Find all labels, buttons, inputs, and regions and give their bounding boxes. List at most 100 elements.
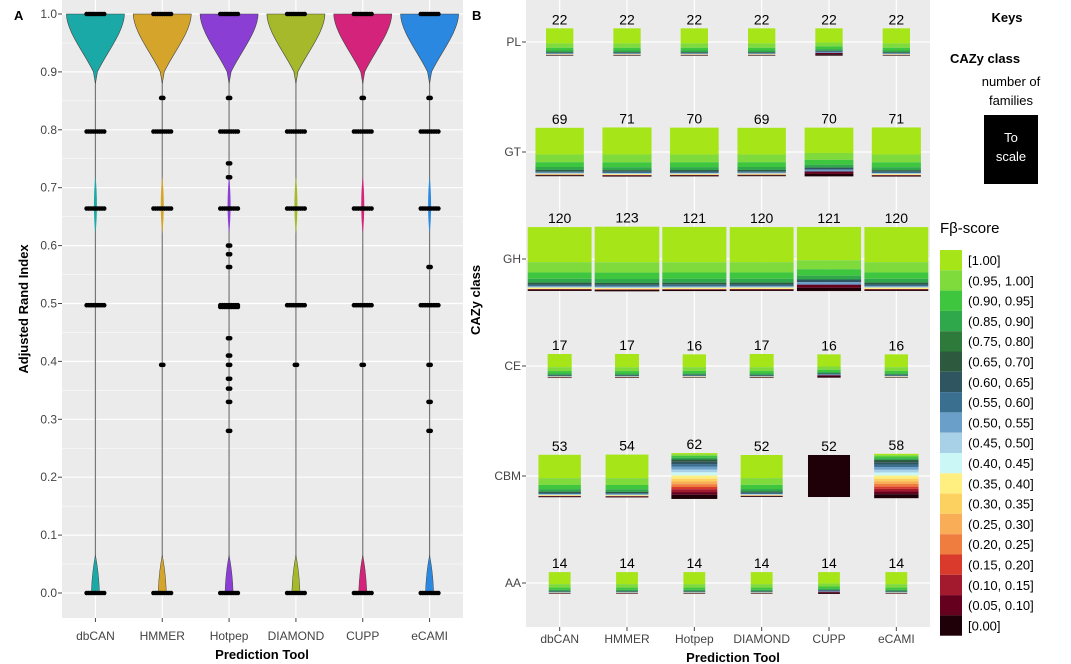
family-count: 22 [552, 11, 568, 27]
bar-segment [614, 371, 640, 374]
data-point [369, 302, 374, 308]
bar-segment [614, 375, 640, 377]
bar-segment [817, 373, 841, 375]
bar-segment [818, 590, 840, 592]
bar-segment [817, 374, 841, 376]
data-point [369, 590, 374, 596]
bar-segment [864, 262, 929, 273]
bar-segment [682, 375, 706, 377]
bar-segment [864, 278, 929, 283]
bar-segment [682, 370, 706, 374]
bar-segment [545, 50, 574, 53]
legend-label: (0.45, 0.50] [968, 436, 1034, 451]
y-tick-label: 0.8 [40, 123, 57, 137]
bar-segment [671, 489, 718, 493]
family-count: 69 [754, 111, 770, 127]
bar-segment [817, 354, 841, 367]
bar-segment [874, 460, 919, 463]
x-tick-label: Hotpep [210, 629, 249, 643]
bar-segment [815, 51, 843, 53]
bar-segment [874, 472, 919, 476]
bar-segment [740, 478, 783, 485]
x-tick-label: CUPP [346, 629, 379, 643]
bar-segment [545, 55, 574, 56]
bar-segment [683, 572, 706, 585]
legend-swatch [940, 493, 962, 514]
bar-segment [671, 453, 718, 455]
bar-segment [882, 52, 911, 54]
bar-segment [750, 572, 773, 585]
bar-segment [682, 373, 706, 375]
y-tick-label: 0.0 [40, 586, 57, 600]
bar-segment [871, 174, 921, 176]
bar-segment [882, 43, 911, 48]
bar-segment [737, 162, 786, 168]
legend-label: (0.20, 0.25] [968, 537, 1034, 552]
bar-segment [817, 376, 841, 378]
bar-segment [614, 373, 640, 375]
bar-segment [740, 492, 783, 495]
legend-label: [1.00] [968, 253, 1001, 268]
bar-segment [885, 584, 908, 588]
bar-segment [616, 584, 638, 588]
family-count: 22 [754, 11, 770, 27]
data-point [361, 95, 367, 101]
bar-segment [740, 454, 783, 479]
legend-label: (0.30, 0.35] [968, 497, 1034, 512]
bar-segment [680, 55, 709, 56]
bar-segment [818, 572, 840, 584]
x-tick-label: DIAMOND [268, 629, 325, 643]
bar-segment [535, 172, 584, 174]
bar-segment [874, 478, 919, 482]
legend-label: (0.40, 0.45] [968, 456, 1034, 471]
x-tick-label: dbCAN [540, 632, 579, 646]
bar-segment [547, 353, 572, 368]
bar-segment [671, 461, 718, 465]
bar-segment [871, 171, 921, 174]
legend-label: (0.05, 0.10] [968, 598, 1034, 613]
family-count: 53 [552, 438, 568, 454]
bar-segment [750, 587, 773, 590]
data-point [168, 590, 174, 596]
bar-segment [874, 494, 919, 499]
bar-segment [747, 53, 776, 55]
bar-segment [680, 43, 709, 48]
bar-segment [616, 572, 638, 585]
bar-segment [884, 354, 908, 368]
bar-segment [815, 28, 843, 43]
y-tick-label: CBM [494, 469, 521, 483]
legend-label: [0.00] [968, 618, 1001, 633]
bar-segment [538, 495, 581, 496]
bar-segment [729, 286, 794, 288]
bar-segment [750, 591, 773, 593]
bar-segment [662, 289, 727, 292]
family-count: 70 [821, 111, 837, 127]
bar-segment [602, 167, 652, 171]
bar-segment [874, 469, 919, 473]
panel-b-counts: 22 22 22 22 22 22 69 71 70 69 70 71 120 123 121 120 121 1… [548, 11, 908, 571]
bar-segment [545, 43, 574, 48]
keys-families-line1: number of [982, 74, 1041, 89]
bar-segment [602, 174, 652, 176]
bar-segment [605, 478, 649, 485]
data-point [361, 362, 367, 368]
bar-segment [796, 284, 862, 288]
keys-title: Keys [991, 10, 1022, 25]
bar-segment [616, 591, 638, 592]
bar-segment [884, 370, 908, 374]
bar-segment [818, 586, 840, 589]
legend-label: (0.50, 0.55] [968, 415, 1034, 430]
data-point [101, 129, 107, 134]
data-point [294, 362, 300, 368]
bar-segment [729, 282, 794, 285]
panel-a-x-ticks: dbCAN HMMER Hotpep DIAMOND CUPP eCAMI [76, 618, 448, 643]
violin-top [66, 13, 125, 84]
bar-segment [747, 52, 776, 54]
bar-segment [671, 464, 718, 467]
family-count: 52 [754, 438, 770, 454]
violin-mid [160, 176, 164, 235]
bar-segment [662, 226, 727, 263]
bar-segment [662, 278, 727, 283]
violin-mid [93, 176, 97, 235]
bar-segment [594, 282, 660, 285]
